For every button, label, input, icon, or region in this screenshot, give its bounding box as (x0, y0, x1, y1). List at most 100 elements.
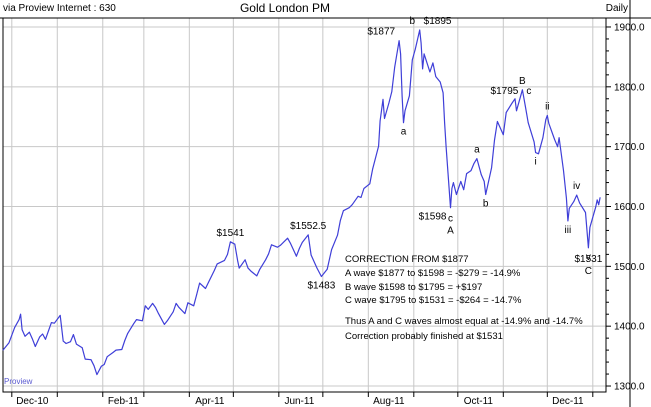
data-point (435, 76, 437, 77)
data-point (115, 349, 117, 351)
price-series (2, 29, 601, 376)
data-point (588, 247, 589, 249)
data-point (142, 320, 143, 322)
data-point (279, 245, 281, 246)
data-point (360, 197, 362, 198)
data-point (363, 188, 365, 189)
data-point (502, 134, 504, 136)
x-tick-label: Jun-11 (284, 396, 314, 407)
data-point (497, 121, 498, 122)
data-point (494, 139, 495, 141)
x-tick-label: Dec-10 (16, 396, 49, 407)
data-point (216, 263, 218, 265)
data-point (599, 197, 601, 198)
data-point (244, 259, 246, 261)
data-point (321, 276, 322, 277)
data-point (155, 307, 157, 308)
data-point (238, 267, 240, 269)
data-point (445, 146, 447, 148)
data-point (473, 163, 475, 164)
data-point (388, 102, 390, 104)
data-point (573, 201, 575, 203)
data-point (442, 92, 444, 94)
y-tick-label: 1400.0 (614, 322, 645, 333)
data-point (419, 29, 421, 31)
wave-label: $1541 (217, 228, 245, 239)
data-point (227, 254, 228, 255)
data-point (287, 237, 288, 239)
data-point (106, 356, 108, 358)
data-point (527, 122, 529, 124)
data-point (546, 115, 548, 116)
data-point (423, 53, 425, 55)
wave-label: $1552.5 (290, 221, 327, 232)
data-point (409, 95, 410, 97)
data-point (147, 309, 149, 310)
data-point (456, 194, 457, 195)
wave-label: C (585, 266, 592, 277)
wave-label: $1795 (491, 86, 519, 97)
x-tick-label: Apr-11 (195, 396, 225, 407)
data-point (331, 249, 332, 251)
y-tick-label: 1500.0 (614, 262, 645, 273)
data-point (14, 327, 16, 328)
data-point (337, 234, 338, 236)
data-point (585, 212, 586, 213)
wave-label: a (474, 145, 480, 156)
data-point (533, 141, 535, 143)
data-point (20, 313, 21, 315)
x-tick-label: Feb-11 (108, 396, 139, 407)
data-point (121, 349, 123, 350)
data-point (466, 173, 467, 175)
data-point (250, 270, 252, 272)
data-point (271, 244, 272, 246)
data-point (566, 197, 567, 199)
data-point (127, 333, 129, 334)
data-point (96, 374, 98, 375)
data-point (372, 168, 374, 170)
data-point (391, 91, 393, 92)
data-point (65, 343, 67, 344)
data-point (598, 204, 600, 206)
data-point (439, 81, 441, 83)
wave-label: $1483 (307, 281, 335, 292)
data-point (199, 282, 201, 284)
data-point (505, 112, 507, 113)
data-point (542, 137, 544, 139)
data-point (247, 267, 249, 269)
grid-lines (3, 18, 606, 392)
data-point (394, 66, 396, 68)
data-point (538, 153, 539, 155)
chart-title: Gold London PM (240, 1, 330, 15)
data-point (343, 210, 344, 212)
data-point (470, 170, 472, 172)
x-tick-label: Oct-11 (464, 396, 494, 407)
commentary-line-c-wave: C wave $1795 to $1531 = -$264 = -14.7% (345, 295, 522, 306)
commentary-line-title: CORRECTION FROM $1877 (345, 254, 469, 265)
data-point (256, 275, 258, 277)
data-point (11, 334, 13, 336)
data-point (485, 194, 487, 195)
data-point (193, 305, 195, 307)
wave-label: A (447, 226, 454, 237)
data-point (178, 307, 180, 308)
data-point (378, 145, 379, 147)
data-point (268, 253, 269, 255)
data-point (511, 102, 513, 104)
data-point (576, 194, 578, 196)
data-point (230, 241, 231, 243)
data-point (299, 248, 300, 249)
y-tick-label: 1700.0 (614, 142, 645, 153)
data-source-label: via Proview Internet : 630 (3, 3, 116, 14)
wave-label: $1531 (574, 254, 602, 265)
data-point (307, 234, 309, 236)
data-point (21, 329, 23, 331)
frequency-label: Daily (606, 3, 628, 14)
data-point (133, 323, 135, 325)
data-point (45, 338, 46, 340)
data-point (348, 207, 350, 209)
data-point (39, 336, 41, 338)
wave-label: c (526, 86, 531, 97)
data-point (463, 189, 465, 191)
